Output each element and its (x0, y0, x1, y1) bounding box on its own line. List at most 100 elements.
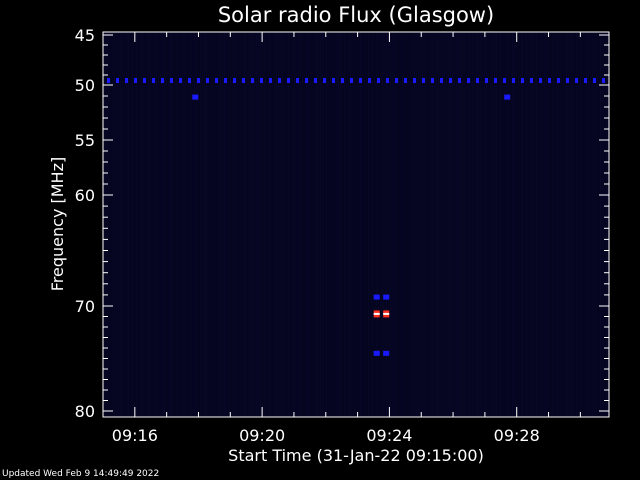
texture-stripe (244, 33, 245, 416)
texture-stripe (410, 33, 411, 416)
interference-dash (395, 78, 398, 83)
texture-stripe (362, 33, 363, 416)
texture-stripe (264, 33, 265, 416)
texture-stripe (228, 33, 229, 416)
texture-stripe (104, 33, 105, 416)
texture-stripe (458, 33, 459, 416)
texture-stripe (420, 33, 421, 416)
texture-stripe (436, 33, 437, 416)
texture-stripe (126, 33, 127, 416)
texture-stripe (240, 33, 241, 416)
flux-spot (383, 350, 390, 356)
interference-dash (233, 78, 236, 83)
interference-dash (512, 78, 515, 83)
texture-stripe (392, 33, 393, 416)
texture-stripe (176, 33, 177, 416)
interference-dash (206, 78, 209, 83)
texture-stripe (364, 33, 365, 416)
texture-stripe (586, 33, 587, 416)
texture-stripe (208, 33, 209, 416)
texture-stripe (142, 33, 143, 416)
interference-dash (530, 78, 533, 83)
interference-dash (215, 78, 218, 83)
texture-stripe (274, 33, 275, 416)
texture-stripe (404, 33, 405, 416)
texture-stripe (464, 33, 465, 416)
texture-stripe (232, 33, 233, 416)
texture-stripe (520, 33, 521, 416)
texture-stripe (342, 33, 343, 416)
interference-dash (575, 78, 578, 83)
texture-stripe (212, 33, 213, 416)
texture-stripe (304, 33, 305, 416)
interference-dash (467, 78, 470, 83)
texture-stripe (166, 33, 167, 416)
texture-stripe (328, 33, 329, 416)
plot-frame (102, 31, 610, 418)
texture-stripe (276, 33, 277, 416)
texture-stripe (238, 33, 239, 416)
texture-stripe (492, 33, 493, 416)
texture-stripe (526, 33, 527, 416)
flux-spot-peak (373, 312, 380, 315)
texture-stripe (144, 33, 145, 416)
texture-stripe (502, 33, 503, 416)
texture-stripe (568, 33, 569, 416)
texture-stripe (148, 33, 149, 416)
texture-stripe (130, 33, 131, 416)
interference-dash (224, 78, 227, 83)
texture-stripe (218, 33, 219, 416)
texture-stripe (154, 33, 155, 416)
interference-dash (566, 78, 569, 83)
texture-stripe (360, 33, 361, 416)
y-tick-label: 80 (75, 402, 95, 421)
texture-stripe (574, 33, 575, 416)
texture-stripe (384, 33, 385, 416)
interference-dash (116, 78, 119, 83)
interference-dash (287, 78, 290, 83)
texture-stripe (350, 33, 351, 416)
texture-stripe (216, 33, 217, 416)
texture-stripe (434, 33, 435, 416)
texture-stripe (248, 33, 249, 416)
interference-dash (422, 78, 425, 83)
texture-stripe (438, 33, 439, 416)
interference-dash (431, 78, 434, 83)
interference-dash (296, 78, 299, 83)
texture-stripe (174, 33, 175, 416)
texture-stripe (390, 33, 391, 416)
texture-stripe (278, 33, 279, 416)
texture-stripe (380, 33, 381, 416)
texture-stripe (402, 33, 403, 416)
texture-stripe (426, 33, 427, 416)
texture-stripe (320, 33, 321, 416)
texture-stripe (280, 33, 281, 416)
texture-stripe (558, 33, 559, 416)
texture-stripe (454, 33, 455, 416)
texture-stripe (532, 33, 533, 416)
texture-stripe (172, 33, 173, 416)
interference-dash (197, 78, 200, 83)
texture-stripe (252, 33, 253, 416)
texture-stripe (178, 33, 179, 416)
texture-stripe (352, 33, 353, 416)
texture-stripe (112, 33, 113, 416)
texture-stripe (314, 33, 315, 416)
flux-spot (383, 294, 390, 300)
y-tick-label: 70 (75, 297, 95, 316)
x-tick-label: 09:20 (239, 426, 285, 445)
texture-stripe (550, 33, 551, 416)
texture-stripe (456, 33, 457, 416)
texture-stripe (446, 33, 447, 416)
interference-dash (539, 78, 542, 83)
texture-stripe (522, 33, 523, 416)
texture-stripe (418, 33, 419, 416)
texture-stripe (484, 33, 485, 416)
texture-stripe (258, 33, 259, 416)
texture-stripe (140, 33, 141, 416)
texture-stripe (584, 33, 585, 416)
x-tick-label: 09:28 (494, 426, 540, 445)
texture-stripe (578, 33, 579, 416)
flux-spot (504, 94, 511, 100)
x-axis-label: Start Time (31-Jan-22 09:15:00) (228, 446, 484, 465)
